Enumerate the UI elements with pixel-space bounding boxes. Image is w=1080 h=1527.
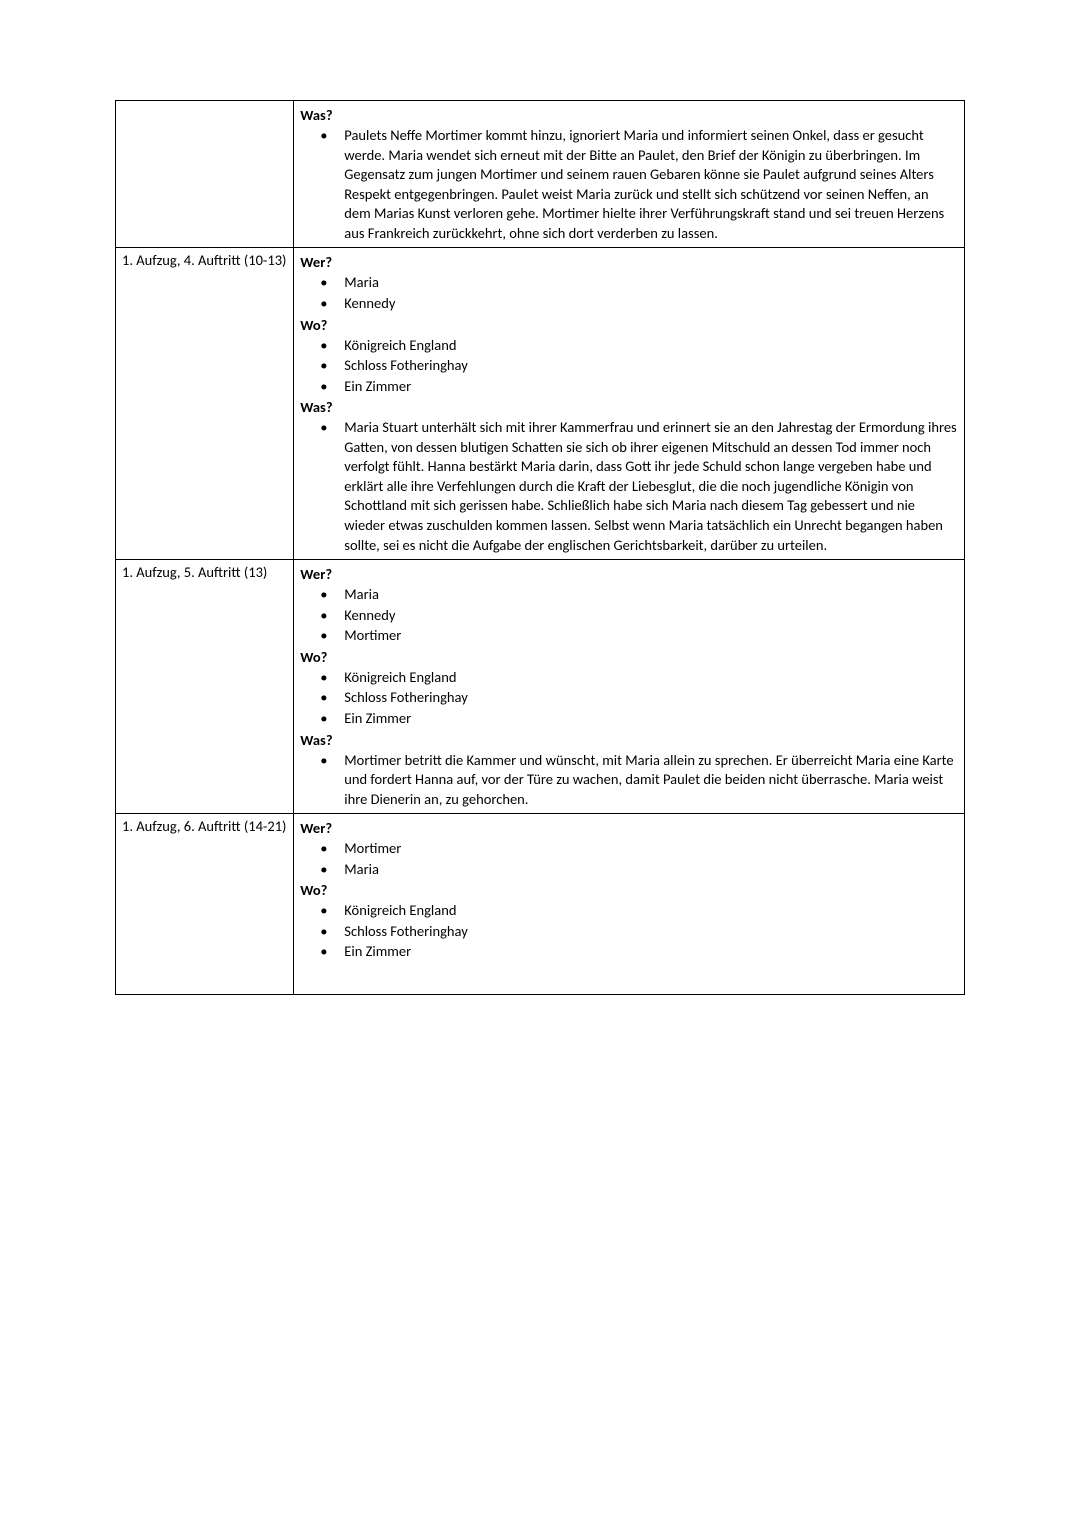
list-item: Ein Zimmer bbox=[300, 709, 958, 729]
list-item: Mortimer bbox=[300, 839, 958, 859]
list-item-text: Kennedy bbox=[344, 294, 395, 312]
list-item: Kennedy bbox=[300, 294, 958, 314]
bullet-list: Mortimer Maria bbox=[300, 839, 958, 879]
list-item-text: Maria Stuart unterhält sich mit ihrer Ka… bbox=[344, 418, 956, 553]
list-item: Maria bbox=[300, 273, 958, 293]
scene-title: 1. Aufzug, 6. Auftritt (14-21) bbox=[122, 817, 287, 837]
list-item: Schloss Fotheringhay bbox=[300, 356, 958, 376]
list-item-text: Maria bbox=[344, 860, 379, 878]
bullet-list: Paulets Neffe Mortimer kommt hinzu, igno… bbox=[300, 126, 958, 243]
scene-cell bbox=[116, 101, 294, 248]
bullet-list: Königreich England Schloss Fotheringhay Ei… bbox=[300, 336, 958, 397]
list-item-text: Königreich England bbox=[344, 336, 456, 354]
list-item-text: Maria bbox=[344, 273, 379, 291]
list-item: Mortimer betritt die Kammer und wünscht,… bbox=[300, 751, 958, 810]
section-label: Wer? bbox=[300, 253, 958, 271]
section-label: Was? bbox=[300, 106, 958, 124]
table-row: 1. Aufzug, 5. Auftritt (13) Wer? Maria Kenn… bbox=[116, 560, 965, 814]
list-item: Ein Zimmer bbox=[300, 377, 958, 397]
list-item-text: Mortimer bbox=[344, 839, 401, 857]
list-item: Paulets Neffe Mortimer kommt hinzu, igno… bbox=[300, 126, 958, 243]
list-item: Maria Stuart unterhält sich mit ihrer Ka… bbox=[300, 418, 958, 555]
scene-cell: 1. Aufzug, 5. Auftritt (13) bbox=[116, 560, 294, 814]
section-label: Was? bbox=[300, 398, 958, 416]
section-label: Wer? bbox=[300, 565, 958, 583]
list-item-text: Königreich England bbox=[344, 901, 456, 919]
list-item: Mortimer bbox=[300, 626, 958, 646]
list-item: Kennedy bbox=[300, 606, 958, 626]
content-cell: Wer? Maria Kennedy Mortimer Wo? Königreich En… bbox=[294, 560, 965, 814]
section-label: Was? bbox=[300, 731, 958, 749]
list-item: Schloss Fotheringhay bbox=[300, 922, 958, 942]
bullet-list: Königreich England Schloss Fotheringhay Ei… bbox=[300, 901, 958, 962]
bullet-list: Königreich England Schloss Fotheringhay Ei… bbox=[300, 668, 958, 729]
content-cell: Wer? Mortimer Maria Wo? Königreich England Sc… bbox=[294, 814, 965, 995]
table-row: 1. Aufzug, 6. Auftritt (14-21) Wer? Mortim… bbox=[116, 814, 965, 995]
list-item: Maria bbox=[300, 860, 958, 880]
bullet-list: Maria Kennedy Mortimer bbox=[300, 585, 958, 646]
section-label: Wo? bbox=[300, 881, 958, 899]
bullet-list: Maria Kennedy bbox=[300, 273, 958, 313]
list-item: Königreich England bbox=[300, 668, 958, 688]
list-item-text: Mortimer bbox=[344, 626, 401, 644]
list-item-text: Ein Zimmer bbox=[344, 942, 411, 960]
list-item: Schloss Fotheringhay bbox=[300, 688, 958, 708]
bullet-list: Mortimer betritt die Kammer und wünscht,… bbox=[300, 751, 958, 810]
scene-title: 1. Aufzug, 4. Auftritt (10-13) bbox=[122, 251, 287, 271]
list-item-text: Königreich England bbox=[344, 668, 456, 686]
list-item-text: Paulets Neffe Mortimer kommt hinzu, igno… bbox=[344, 126, 944, 242]
list-item-text: Ein Zimmer bbox=[344, 377, 411, 395]
table-row: 1. Aufzug, 4. Auftritt (10-13) Wer? Maria K… bbox=[116, 248, 965, 560]
list-item-text: Ein Zimmer bbox=[344, 709, 411, 727]
scene-title: 1. Aufzug, 5. Auftritt (13) bbox=[122, 563, 287, 583]
list-item: Königreich England bbox=[300, 336, 958, 356]
list-item-text: Schloss Fotheringhay bbox=[344, 356, 468, 374]
list-item: Maria bbox=[300, 585, 958, 605]
scene-cell: 1. Aufzug, 6. Auftritt (14-21) bbox=[116, 814, 294, 995]
list-item: Ein Zimmer bbox=[300, 942, 958, 962]
scene-cell: 1. Aufzug, 4. Auftritt (10-13) bbox=[116, 248, 294, 560]
list-item-text: Schloss Fotheringhay bbox=[344, 922, 468, 940]
list-item-text: Schloss Fotheringhay bbox=[344, 688, 468, 706]
section-label: Wo? bbox=[300, 316, 958, 334]
list-item-text: Mortimer betritt die Kammer und wünscht,… bbox=[344, 751, 953, 808]
list-item: Königreich England bbox=[300, 901, 958, 921]
spacer bbox=[300, 963, 958, 991]
content-cell: Was? Paulets Neffe Mortimer kommt hinzu, … bbox=[294, 101, 965, 248]
section-label: Wer? bbox=[300, 819, 958, 837]
bullet-list: Maria Stuart unterhält sich mit ihrer Ka… bbox=[300, 418, 958, 555]
list-item-text: Maria bbox=[344, 585, 379, 603]
scene-summary-table: Was? Paulets Neffe Mortimer kommt hinzu, … bbox=[115, 100, 965, 995]
section-label: Wo? bbox=[300, 648, 958, 666]
table-row: Was? Paulets Neffe Mortimer kommt hinzu, … bbox=[116, 101, 965, 248]
content-cell: Wer? Maria Kennedy Wo? Königreich England Sch… bbox=[294, 248, 965, 560]
list-item-text: Kennedy bbox=[344, 606, 395, 624]
